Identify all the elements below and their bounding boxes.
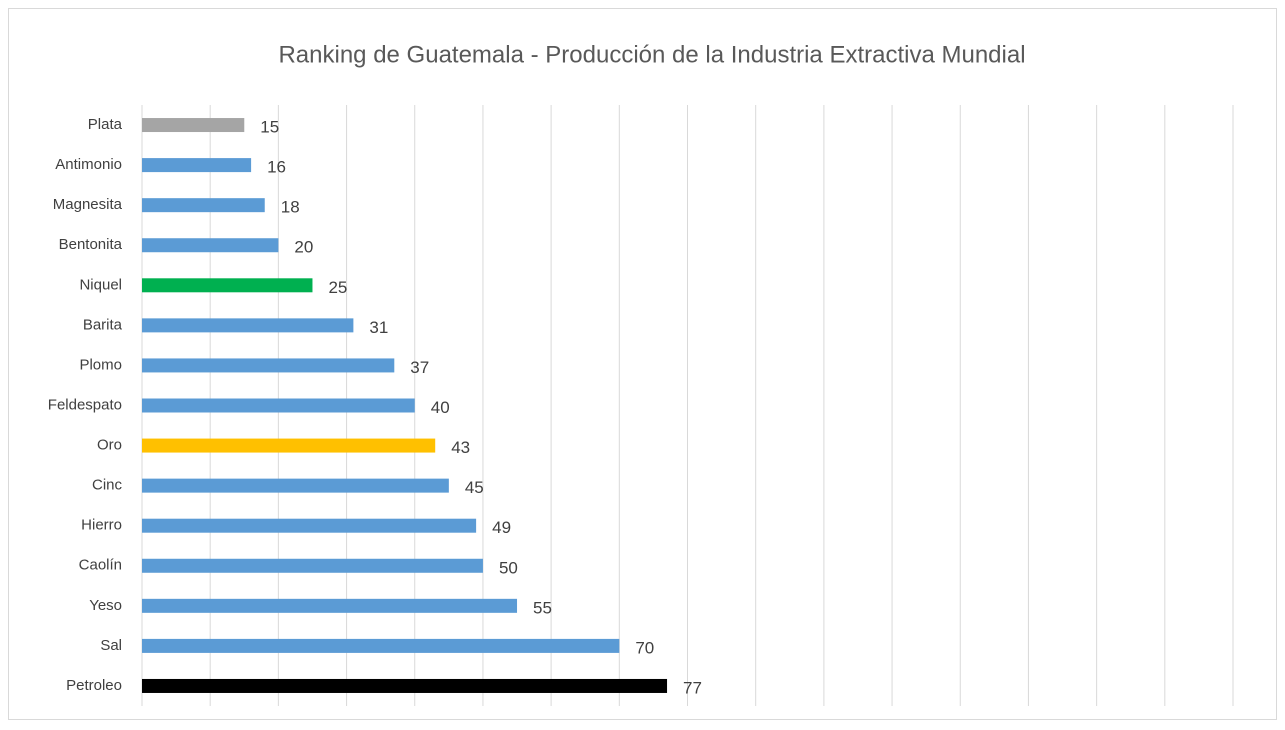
y-tick-label: Sal bbox=[100, 637, 122, 654]
data-label: 20 bbox=[294, 238, 313, 257]
y-tick-label: Oro bbox=[97, 437, 122, 454]
bar bbox=[142, 318, 354, 333]
y-tick-label: Magnesita bbox=[53, 196, 123, 213]
bar bbox=[142, 438, 436, 453]
data-label: 55 bbox=[533, 598, 552, 617]
bar bbox=[142, 478, 449, 493]
y-tick-label: Hierro bbox=[81, 517, 122, 534]
bar bbox=[142, 398, 415, 413]
bar bbox=[142, 278, 313, 293]
data-label: 49 bbox=[492, 518, 511, 537]
y-tick-label: Caolín bbox=[79, 557, 122, 574]
y-tick-label: Cinc bbox=[92, 477, 123, 494]
y-tick-label: Plomo bbox=[79, 356, 122, 373]
y-tick-label: Plata bbox=[88, 116, 123, 133]
bar bbox=[142, 158, 252, 173]
data-label: 43 bbox=[451, 438, 470, 457]
y-tick-label: Niquel bbox=[79, 276, 122, 293]
data-label: 50 bbox=[499, 558, 518, 577]
data-label: 25 bbox=[328, 278, 347, 297]
bar bbox=[142, 678, 668, 693]
bar bbox=[142, 358, 395, 373]
data-label: 40 bbox=[431, 398, 450, 417]
data-label: 37 bbox=[410, 358, 429, 377]
data-label: 18 bbox=[281, 198, 300, 217]
data-label: 45 bbox=[465, 478, 484, 497]
bar bbox=[142, 118, 245, 133]
bar bbox=[142, 238, 279, 253]
bar bbox=[142, 558, 483, 573]
y-tick-label: Antimonio bbox=[55, 156, 122, 173]
y-tick-label: Bentonita bbox=[59, 236, 123, 253]
bar bbox=[142, 198, 265, 213]
data-label: 16 bbox=[267, 158, 286, 177]
bar bbox=[142, 638, 620, 653]
y-tick-label: Petroleo bbox=[66, 677, 122, 694]
data-label: 70 bbox=[635, 638, 654, 657]
y-tick-label: Yeso bbox=[89, 597, 122, 614]
data-label: 31 bbox=[369, 318, 388, 337]
bar bbox=[142, 518, 477, 533]
bar bbox=[142, 598, 518, 613]
chart-title: Ranking de Guatemala - Producción de la … bbox=[278, 41, 1025, 68]
y-tick-label: Feldespato bbox=[48, 396, 122, 413]
data-label: 15 bbox=[260, 118, 279, 137]
data-label: 77 bbox=[683, 678, 702, 697]
y-tick-label: Barita bbox=[83, 316, 123, 333]
